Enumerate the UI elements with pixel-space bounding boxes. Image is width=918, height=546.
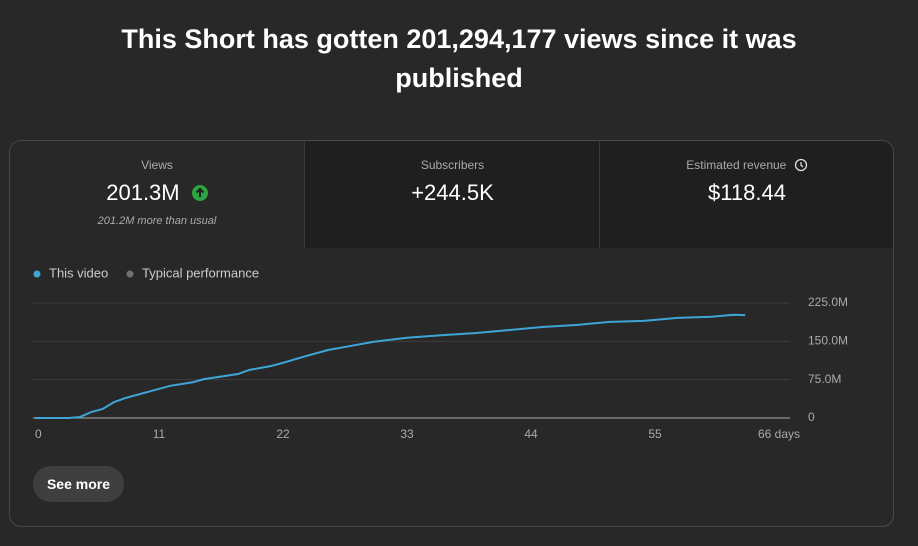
x-tick-label: 22 xyxy=(276,427,290,441)
legend-label: Typical performance xyxy=(142,265,259,280)
y-tick-label: 0 xyxy=(808,410,815,424)
revenue-panel[interactable]: Estimated revenue $118.44 xyxy=(599,141,893,248)
clock-icon xyxy=(794,158,807,172)
x-tick-label: 55 xyxy=(648,427,662,441)
x-tick-label: 0 xyxy=(35,427,42,441)
views-panel[interactable]: Views 201.3M 201.2M more than usual xyxy=(10,141,304,248)
series-line xyxy=(35,313,746,419)
metric-label: Subscribers xyxy=(420,158,485,172)
legend-marker xyxy=(126,270,134,278)
y-tick-label: 75.0M xyxy=(808,372,841,386)
subscribers-panel[interactable]: Subscribers +244.5K xyxy=(304,141,600,248)
metric-value-text: 201.3M xyxy=(106,180,180,205)
metric-label: Estimated revenue xyxy=(600,158,893,172)
summary-card: Views 201.3M 201.2M more than usual Subs… xyxy=(9,140,894,527)
see-more-button[interactable]: See more xyxy=(33,466,124,502)
metric-label-text: Estimated revenue xyxy=(686,158,787,172)
x-tick-label: 44 xyxy=(524,427,538,441)
legend-label: This video xyxy=(49,265,108,280)
metric-label: Views xyxy=(141,158,173,172)
metric-value: +244.5K xyxy=(411,180,494,205)
metric-note: 201.2M more than usual xyxy=(97,215,217,227)
y-tick-label: 225.0M xyxy=(808,295,848,309)
metric-value: $118.44 xyxy=(708,180,786,205)
metric-value: 201.3M xyxy=(10,180,304,206)
legend-marker xyxy=(33,270,41,278)
up-icon xyxy=(191,185,208,201)
x-tick-label: 33 xyxy=(400,427,414,441)
x-tick-label: 11 xyxy=(153,427,166,441)
page-title: This Short has gotten 201,294,177 views … xyxy=(121,24,797,93)
y-tick-label: 150.0M xyxy=(808,334,848,348)
x-tick-label: 66 days xyxy=(758,427,800,441)
